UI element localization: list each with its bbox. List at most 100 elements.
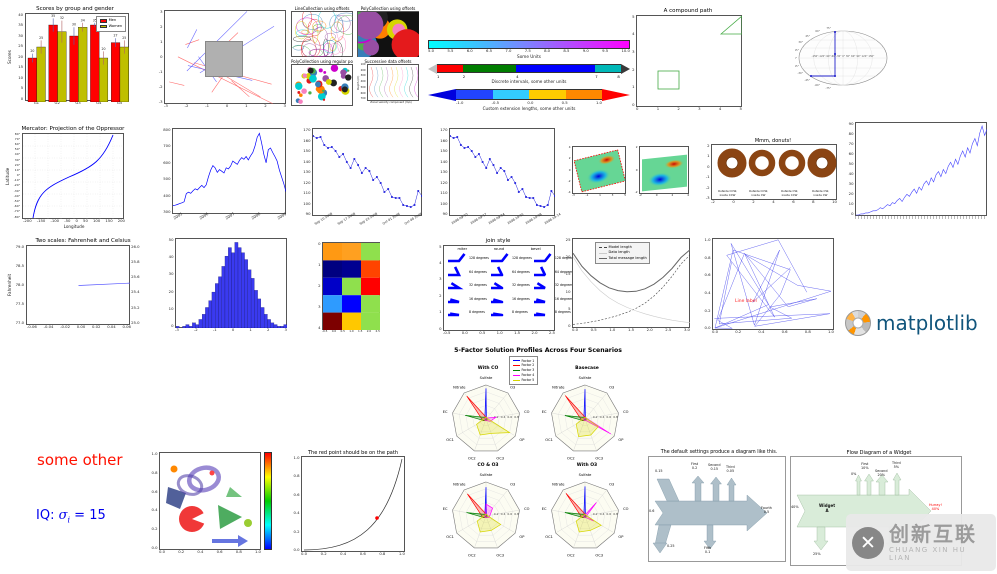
- legend-item: Factor 3: [512, 368, 534, 373]
- svg-text:OC1: OC1: [545, 438, 553, 442]
- x-ticks: 0.0 0.2 0.4 0.6 0.8 1.0: [159, 549, 261, 554]
- donut-label: Outside CCW, inside CW: [748, 189, 769, 197]
- axes: [639, 146, 689, 194]
- radar-chart-svg: Sulfate O3 CO OP OC3 OC2 OC1 EC Nitrate 0.2 0.4 0.6…: [443, 473, 530, 557]
- factor2-swatch: [512, 365, 520, 367]
- svg-text:35: 35: [92, 18, 96, 22]
- svg-text:EC: EC: [443, 507, 448, 511]
- join-cell: 128 degrees: [532, 252, 575, 264]
- svg-text:32: 32: [59, 16, 63, 20]
- y-ticks: 100 200 300 400 500 600 700: [360, 63, 366, 101]
- join-cell: 32 degrees: [532, 279, 575, 291]
- radar-with-o3: With O3 Sulfate O3 CO OP OC3 OC2 OC1 EC Nitrate 0…: [537, 463, 637, 560]
- donut-label: Outside CW, inside CW: [811, 189, 830, 197]
- y-axis-label: Depth (m): [356, 75, 360, 90]
- watermark: ✕ 创新互联 CHUANG XIN HU LIAN: [846, 514, 996, 571]
- axes: [312, 128, 422, 216]
- two-scales-line-svg: [78, 282, 130, 286]
- light-swatch: [598, 252, 607, 254]
- svg-text:34: 34: [80, 18, 84, 22]
- discrete-ticks: 1 2 4 7 8: [437, 74, 621, 79]
- svg-text:OC1: OC1: [545, 535, 553, 539]
- join-cell: 32 degrees: [446, 279, 489, 291]
- segment: [456, 90, 493, 100]
- svg-text:OP: OP: [618, 535, 624, 539]
- velocity-profiles-svg: [369, 66, 419, 98]
- y-ticks: 800 700 600 500 400 300: [163, 127, 171, 215]
- lat-label: -60°: [814, 83, 820, 87]
- legend-item: Factor 1: [512, 359, 534, 364]
- quadmesh-svg: [642, 154, 687, 192]
- subplot-title: LineCollection using offsets: [294, 6, 350, 11]
- svg-text:OP: OP: [519, 438, 525, 442]
- discrete-colorbar: [437, 64, 621, 74]
- bezier-path-svg: [303, 458, 403, 551]
- svg-text:0.4: 0.4: [600, 415, 605, 419]
- svg-text:Nitrate: Nitrate: [453, 483, 466, 487]
- svg-text:0.6: 0.6: [507, 415, 512, 419]
- matplotlib-wordmark: matplotlib: [876, 311, 978, 335]
- donut-label: Outside CW, inside CCW: [780, 189, 799, 197]
- men-swatch: [99, 19, 107, 23]
- mercator-plot: Mercator: Projection of the Oppressor La…: [5, 126, 140, 229]
- svg-text:0.4: 0.4: [501, 415, 506, 419]
- tick: 2: [462, 73, 466, 79]
- y-ticks: 1.0 0.8 0.6 0.4 0.2 0.0: [293, 455, 300, 553]
- compound-path-svg: [657, 15, 742, 89]
- radar-legend: Factor 1 Factor 2 Factor 3 Factor 4 Fact…: [509, 356, 538, 385]
- dates-iso-plot: 170 160 150 140 130 120 110 100 90 2008-09-10 200…: [437, 128, 561, 230]
- svg-text:CO: CO: [623, 410, 629, 414]
- tick: 1: [437, 73, 440, 79]
- sankey-label: First 0.2: [691, 461, 699, 470]
- svg-text:OC3: OC3: [595, 553, 603, 557]
- dense-x-ticks: [855, 216, 987, 219]
- lat-label: 30°: [798, 40, 803, 44]
- quadmesh-right: 2 0 -2 -2 0 2 4: [632, 146, 689, 198]
- legend-item: Factor 2: [512, 363, 534, 368]
- y-ticks: 2 0 -2: [634, 145, 638, 195]
- y-ticks: 1.0 0.8 0.6 0.4 0.2 0.0: [151, 451, 158, 551]
- grouped-bars-svg: 20 35 30 35 27 25 32 34 20 25: [27, 14, 129, 102]
- plot-title: Flow Diagram of a Widget: [846, 450, 912, 456]
- svg-text:OC3: OC3: [496, 456, 504, 460]
- svg-text:OP: OP: [618, 438, 624, 442]
- lat-label: 60°: [815, 29, 820, 33]
- radar-chart-svg: Sulfate O3 CO OP OC3 OC2 OC1 EC Nitrate 0.2 0.4 0.6…: [542, 473, 629, 557]
- stock-line-svg: [173, 132, 286, 206]
- line-annotation: Line label: [735, 299, 757, 304]
- axes: [301, 456, 405, 552]
- svg-text:0.2: 0.2: [494, 512, 499, 516]
- y-axis-label-left: Fahrenheit: [7, 273, 12, 296]
- custom-ext-colorbar: [456, 89, 602, 101]
- svg-text:OC3: OC3: [496, 553, 504, 557]
- join-grid: 128 degrees 128 degrees 128 degrees 64 degr…: [444, 251, 575, 319]
- svg-text:EC: EC: [542, 410, 547, 414]
- date-line-svg: [450, 135, 555, 208]
- circle-x-logo-icon: ✕: [852, 526, 884, 559]
- legend-label: Model length: [608, 244, 632, 249]
- svg-text:Nitrate: Nitrate: [453, 386, 466, 390]
- right-long-arrow: [602, 88, 630, 101]
- sankey-label: 0.6: [649, 508, 655, 513]
- dates-weekly-plot: 170 160 150 140 130 120 110 100 90 Sep 10 2008 Se…: [300, 128, 426, 230]
- solid-swatch: [598, 258, 607, 260]
- radar-basecase: Basecase Sulfate O3 CO OP OC3 OC2 OC1 EC Nitrate…: [537, 366, 637, 463]
- red-point: [375, 516, 379, 520]
- lat-label: -45°: [804, 78, 810, 82]
- axes: [367, 64, 420, 101]
- histogram-bars-svg: [176, 242, 287, 328]
- svg-text:0.6: 0.6: [606, 512, 611, 516]
- y-ticks: 4 2 0 -2 -4: [567, 145, 571, 195]
- legend-label: Total message length: [608, 256, 647, 260]
- svg-text:Sulfate: Sulfate: [579, 376, 592, 380]
- svg-text:OC1: OC1: [446, 438, 454, 442]
- svg-text:O3: O3: [510, 483, 515, 487]
- lat-label: 45°: [805, 34, 810, 38]
- y-axis-label: Scores: [7, 49, 12, 64]
- legend-label: Women: [108, 23, 123, 28]
- red-point-plot: The red point should be on the path 1.0 0…: [292, 450, 414, 557]
- sankey-label: 0%: [851, 472, 857, 476]
- patches-colorbar: [264, 452, 272, 550]
